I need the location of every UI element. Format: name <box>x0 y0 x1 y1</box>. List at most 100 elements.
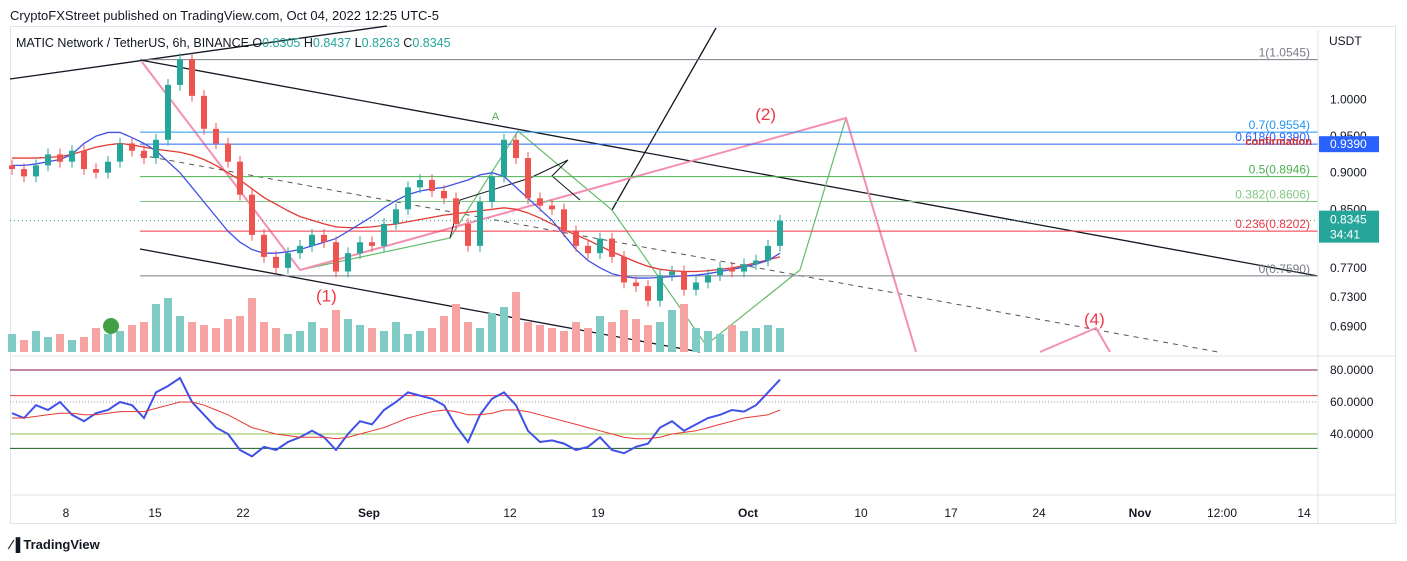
volume-bar <box>752 328 760 352</box>
volume-bar <box>212 328 220 352</box>
ohlc-close-value: 0.8345 <box>412 36 450 50</box>
volume-bar <box>92 328 100 352</box>
candle-body <box>741 264 747 272</box>
rsi-y-tick-label: 40.0000 <box>1330 427 1374 441</box>
candle-body <box>153 139 159 159</box>
candle-body <box>405 187 411 210</box>
candle-body <box>57 154 63 162</box>
candle-body <box>213 128 219 144</box>
volume-bar <box>488 313 496 352</box>
y-tick-label: 0.6900 <box>1330 319 1367 333</box>
candle-body <box>669 271 675 276</box>
candle-body <box>117 143 123 162</box>
candle-body <box>261 234 267 257</box>
volume-bar <box>404 334 412 352</box>
volume-bar <box>608 322 616 352</box>
volume-bar <box>560 331 568 352</box>
candle-body <box>21 169 27 177</box>
candle-body <box>609 238 615 257</box>
candle-body <box>621 256 627 283</box>
volume-bar <box>464 322 472 352</box>
volume-bar <box>68 340 76 352</box>
wave-label: (1) <box>316 287 337 306</box>
tradingview-logo-icon: ⁄▐ <box>10 537 20 552</box>
volume-bar <box>776 328 784 352</box>
fib-level-label: 1(1.0545) <box>1259 46 1310 60</box>
candle-body <box>45 154 51 166</box>
volume-bar <box>332 310 340 352</box>
confirmation-text: confirmation <box>1245 136 1312 148</box>
volume-bar <box>80 337 88 352</box>
candle-body <box>225 143 231 162</box>
volume-bar <box>596 316 604 352</box>
elliott-wave-projection <box>141 61 917 353</box>
candle-body <box>333 242 339 272</box>
rsi-y-tick-label: 60.0000 <box>1330 395 1374 409</box>
candle-body <box>9 165 15 170</box>
volume-bar <box>248 298 256 352</box>
y-tick-label: 0.7300 <box>1330 290 1367 304</box>
volume-bar <box>656 322 664 352</box>
x-tick-label: 14 <box>1297 506 1311 520</box>
candle-body <box>465 223 471 246</box>
candle-body <box>285 253 291 268</box>
footer-brand: TradingView <box>23 537 100 552</box>
current-price-badge <box>1319 210 1379 243</box>
fib-level-label: 0.236(0.8202) <box>1235 217 1310 231</box>
wave-labels: (1) (2) (4) A <box>316 105 1105 329</box>
candle-body <box>357 242 363 254</box>
candle-body <box>537 198 543 206</box>
y-tick-label: 0.7700 <box>1330 261 1367 275</box>
rsi-panel <box>10 369 1318 458</box>
volume-bar <box>284 334 292 352</box>
candle-body <box>249 194 255 235</box>
candle-body <box>141 150 147 159</box>
moving-average-line <box>12 131 781 279</box>
wave-label: (4) <box>1084 310 1105 329</box>
event-marker-icon <box>103 318 119 334</box>
candle-body <box>657 275 663 301</box>
channel-midline <box>139 154 1219 353</box>
volume-bar <box>548 328 556 352</box>
chart-legend: MATIC Network / TetherUS, 6h, BINANCE O0… <box>16 36 451 50</box>
candle-body <box>237 161 243 195</box>
current-price-label: 0.8345 <box>1330 213 1367 227</box>
candle-body <box>69 150 75 162</box>
tradingview-logo[interactable]: ⁄▐ TradingView <box>10 537 100 552</box>
countdown-label: 34:41 <box>1330 228 1360 242</box>
volume-bar <box>32 331 40 352</box>
ohlc-low-label: L <box>355 36 362 50</box>
x-tick-label: 10 <box>854 506 868 520</box>
candle-body <box>165 84 171 140</box>
volume-bar <box>20 340 28 352</box>
candle-body <box>429 180 435 191</box>
volume-bar <box>620 310 628 352</box>
currency-label: USDT <box>1329 34 1362 48</box>
volume-bar <box>272 328 280 352</box>
candle-body <box>765 245 771 261</box>
candle-body <box>489 176 495 202</box>
x-tick-label: 12 <box>503 506 517 520</box>
volume-bar <box>320 328 328 352</box>
ohlc-low-value: 0.8263 <box>362 36 404 50</box>
x-tick-label: 17 <box>944 506 958 520</box>
candle-body <box>441 191 447 199</box>
volume-bar <box>128 325 136 352</box>
y-tick-label: 0.9000 <box>1330 166 1367 180</box>
candle-body <box>417 180 423 188</box>
x-tick-label: 15 <box>148 506 162 520</box>
rsi-line <box>11 376 781 458</box>
volume-bar <box>500 307 508 352</box>
volume-bar <box>632 319 640 352</box>
candle-body <box>513 139 519 159</box>
wave-label: A <box>492 111 500 123</box>
publisher-line: CryptoFXStreet published on TradingView.… <box>10 8 439 23</box>
candle-body <box>453 198 459 224</box>
volume-bar <box>260 322 268 352</box>
x-tick-label: 22 <box>236 506 250 520</box>
channel-upper-line <box>139 59 1319 277</box>
trendlines <box>9 25 1319 353</box>
ohlc-close-label: C <box>403 36 412 50</box>
volume-bar <box>572 322 580 352</box>
